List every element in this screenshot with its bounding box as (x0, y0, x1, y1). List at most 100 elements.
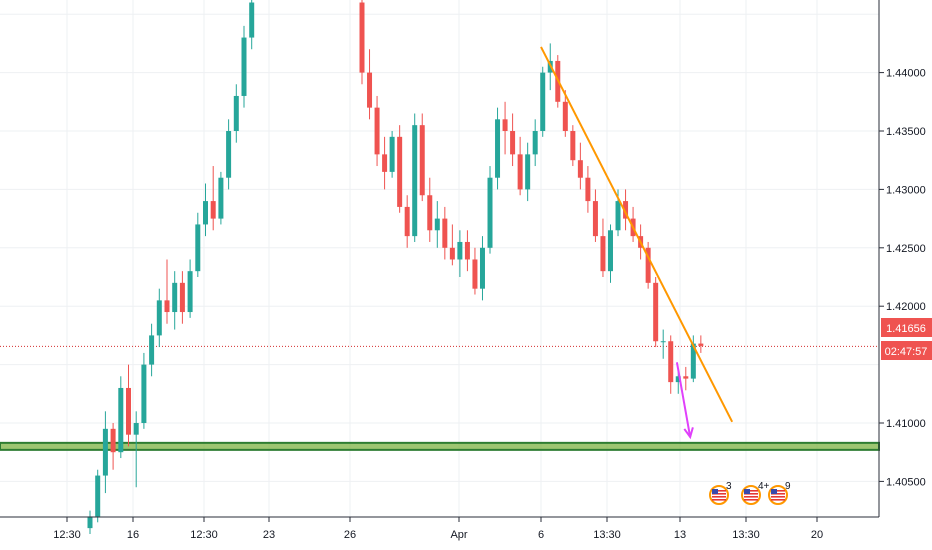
candle (164, 259, 170, 324)
candle-body (359, 2, 365, 73)
y-tick-label: 1.41000 (886, 418, 926, 430)
candle (510, 113, 516, 167)
forecast-arrow-shaft (675, 362, 692, 438)
candle-body (698, 343, 704, 346)
candle (525, 142, 531, 202)
candle (110, 423, 116, 470)
candle-body (110, 428, 116, 453)
x-tick-label: 13:30 (732, 529, 760, 541)
candle-body (126, 387, 131, 435)
flag-icon-stripe (771, 490, 785, 492)
candle-body (434, 218, 440, 231)
candle-body (660, 341, 666, 343)
candle (668, 335, 674, 394)
support-zone (0, 441, 880, 451)
candle (660, 329, 666, 359)
event-count: 4+ (758, 481, 770, 492)
candle (532, 119, 538, 167)
y-tick-label: 1.44000 (886, 68, 926, 80)
time-axis[interactable]: 12:30 16 12:30 23 26 Apr 6 13:30 13 13:30 20 (53, 517, 823, 541)
candle-body (156, 300, 162, 336)
event-marker-us[interactable]: 4+ (741, 481, 770, 505)
candle-body (149, 335, 155, 365)
flag-icon-stripe (712, 496, 726, 498)
y-tick-label: 1.43500 (886, 126, 926, 138)
flag-icon-stripe (744, 496, 758, 498)
candle-body (607, 230, 613, 272)
flag-icon-stripe (771, 493, 785, 495)
candle (419, 113, 425, 202)
candle-body (675, 376, 681, 383)
candles (87, 0, 704, 534)
x-tick-label: 23 (263, 529, 275, 541)
flag-icon-stripe (744, 499, 758, 501)
candle-body (210, 201, 216, 219)
candle (156, 288, 162, 348)
event-markers[interactable]: 3 4+ 9 (709, 481, 791, 505)
candle-body (510, 131, 516, 155)
candle-body (203, 201, 208, 225)
candle (102, 411, 108, 494)
event-count: 9 (785, 481, 791, 492)
candle-body (532, 131, 538, 155)
candle-body (562, 101, 568, 131)
x-tick-label: 26 (344, 529, 356, 541)
y-tick-label: 1.43000 (886, 184, 926, 196)
candle (653, 277, 659, 348)
price-axis[interactable]: 1.44000 1.43500 1.43000 1.42500 1.42000 1.410… (879, 68, 926, 489)
candle (600, 218, 606, 277)
candle (570, 125, 576, 167)
current-price-badge-bg (881, 318, 932, 337)
flag-icon-stripe (771, 496, 785, 498)
forecast-arrow[interactable] (675, 362, 694, 440)
candle-body (464, 241, 470, 260)
candle-body (102, 428, 108, 476)
candle (479, 236, 485, 301)
candle-body (172, 282, 178, 313)
x-tick-label: 6 (538, 529, 544, 541)
y-tick-label: 1.40500 (886, 476, 926, 488)
candle-body (495, 119, 501, 178)
flag-icon-stripe (744, 493, 758, 495)
flag-icon-canton (744, 489, 750, 494)
y-tick-label: 1.42500 (886, 243, 926, 255)
candle-body (540, 72, 546, 131)
candle (389, 131, 395, 178)
candle (367, 49, 373, 120)
candle-body (179, 282, 185, 313)
candle (404, 195, 410, 248)
candle (645, 241, 651, 289)
candle-body (164, 300, 170, 313)
candle-body (525, 154, 531, 190)
candle (218, 171, 224, 225)
candle-body (249, 2, 255, 38)
candle-body (472, 259, 478, 289)
event-marker-us[interactable]: 3 (709, 481, 732, 505)
event-count: 3 (726, 481, 732, 492)
x-tick-label: 13:30 (593, 529, 621, 541)
candle (203, 183, 208, 237)
x-tick-label: 12:30 (190, 529, 218, 541)
candle-body (419, 125, 425, 196)
candle-body (241, 37, 247, 96)
candle-body (118, 387, 124, 453)
candle-body (502, 119, 508, 131)
candle-body (683, 376, 689, 379)
candle-body (374, 107, 380, 155)
grid-lines (0, 0, 879, 517)
candle-body (577, 160, 583, 178)
candle (623, 189, 629, 231)
x-tick-label: 16 (127, 529, 139, 541)
candle-body (195, 224, 201, 272)
candle-body (645, 247, 651, 283)
candle-body (412, 125, 418, 237)
event-marker-us[interactable]: 9 (768, 481, 791, 505)
current-price-badge: 1.41656 02:47:57 (881, 318, 932, 360)
candle (577, 142, 583, 190)
trendline[interactable] (540, 46, 734, 423)
candle (472, 247, 478, 295)
candle-body (690, 343, 696, 379)
candle (464, 230, 470, 272)
candle (172, 271, 178, 330)
